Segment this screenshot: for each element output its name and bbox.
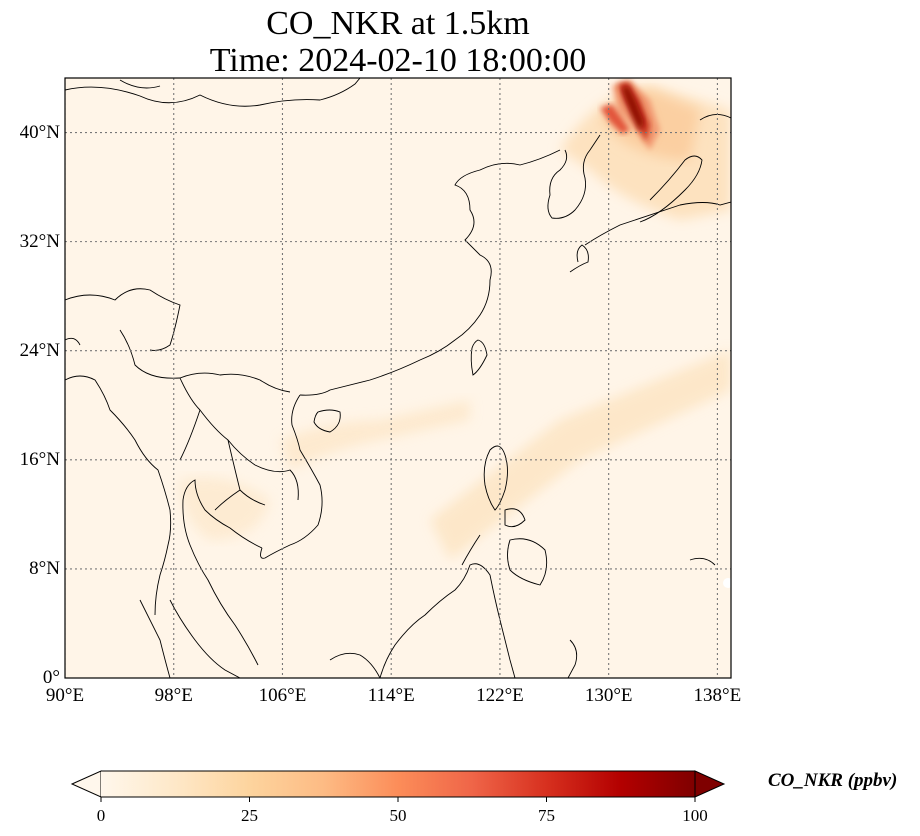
colorbar-gradient — [101, 771, 695, 797]
colorbar-tick-label: 100 — [682, 806, 708, 825]
lat-tick-label: 24°N — [19, 339, 60, 361]
map-title-time: Time: 2024-02-10 18:00:00 — [209, 42, 587, 79]
lat-tick-label: 16°N — [19, 448, 60, 470]
colorbar-title: CO_NKR (ppbv) — [768, 770, 898, 791]
lat-tick-label: 40°N — [19, 121, 60, 143]
lon-tick-label: 138°E — [693, 685, 742, 706]
colorbar-tick-label: 75 — [538, 806, 555, 825]
lon-tick-label: 98°E — [154, 685, 193, 706]
colorbar-tick-label: 0 — [96, 806, 106, 825]
colorbar-tick-label: 25 — [241, 806, 258, 825]
lon-tick-label: 90°E — [45, 685, 85, 706]
lon-tick-label: 122°E — [476, 685, 524, 706]
colorbar-tick-label: 50 — [389, 806, 407, 825]
map-title-variable: CO_NKR at 1.5km — [266, 5, 530, 42]
lat-tick-label: 8°N — [29, 557, 60, 579]
colorbar-extend-max — [694, 770, 726, 798]
coastlines — [65, 78, 731, 678]
lon-tick-label: 130°E — [584, 685, 633, 706]
lon-tick-label: 114°E — [367, 685, 415, 706]
lat-tick-label: 32°N — [19, 230, 60, 252]
lat-tick-label: 0° — [42, 667, 60, 688]
colorbar — [70, 770, 726, 802]
lon-tick-label: 106°E — [258, 685, 307, 706]
map-frame — [64, 77, 732, 679]
map-gridlines — [65, 78, 731, 678]
colorbar-extend-min — [70, 770, 102, 798]
